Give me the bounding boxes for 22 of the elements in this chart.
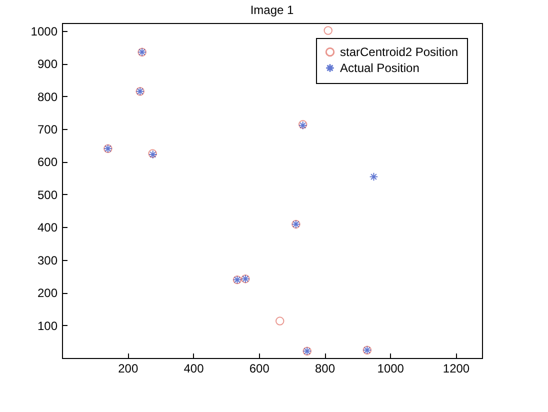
point [324, 26, 332, 35]
legend-label: Actual Position [340, 61, 420, 75]
x-tick-label: 400 [184, 362, 204, 376]
y-tick-label: 500 [37, 188, 58, 202]
y-tick-label: 100 [37, 318, 58, 333]
y-tick-label: 700 [37, 122, 58, 136]
y-tick-label: 400 [37, 220, 58, 235]
x-tick-label: 1200 [442, 362, 470, 376]
y-tick-label: 300 [37, 253, 58, 268]
x-tick-label: 800 [314, 362, 336, 376]
point [276, 316, 284, 326]
point [369, 172, 378, 182]
chart-title: Image 1 [250, 3, 294, 17]
x-tick-label: 200 [118, 362, 138, 376]
x-tick-label: 1000 [377, 362, 404, 376]
y-tick-label: 200 [37, 286, 58, 300]
y-tick-label: 900 [37, 57, 58, 72]
legend-label: starCentroid2 Position [340, 45, 458, 59]
y-tick-label: 800 [37, 90, 58, 104]
x-tick-label: 600 [249, 362, 270, 376]
y-tick-label: 600 [37, 155, 58, 170]
y-tick-label: 1000 [30, 24, 58, 38]
